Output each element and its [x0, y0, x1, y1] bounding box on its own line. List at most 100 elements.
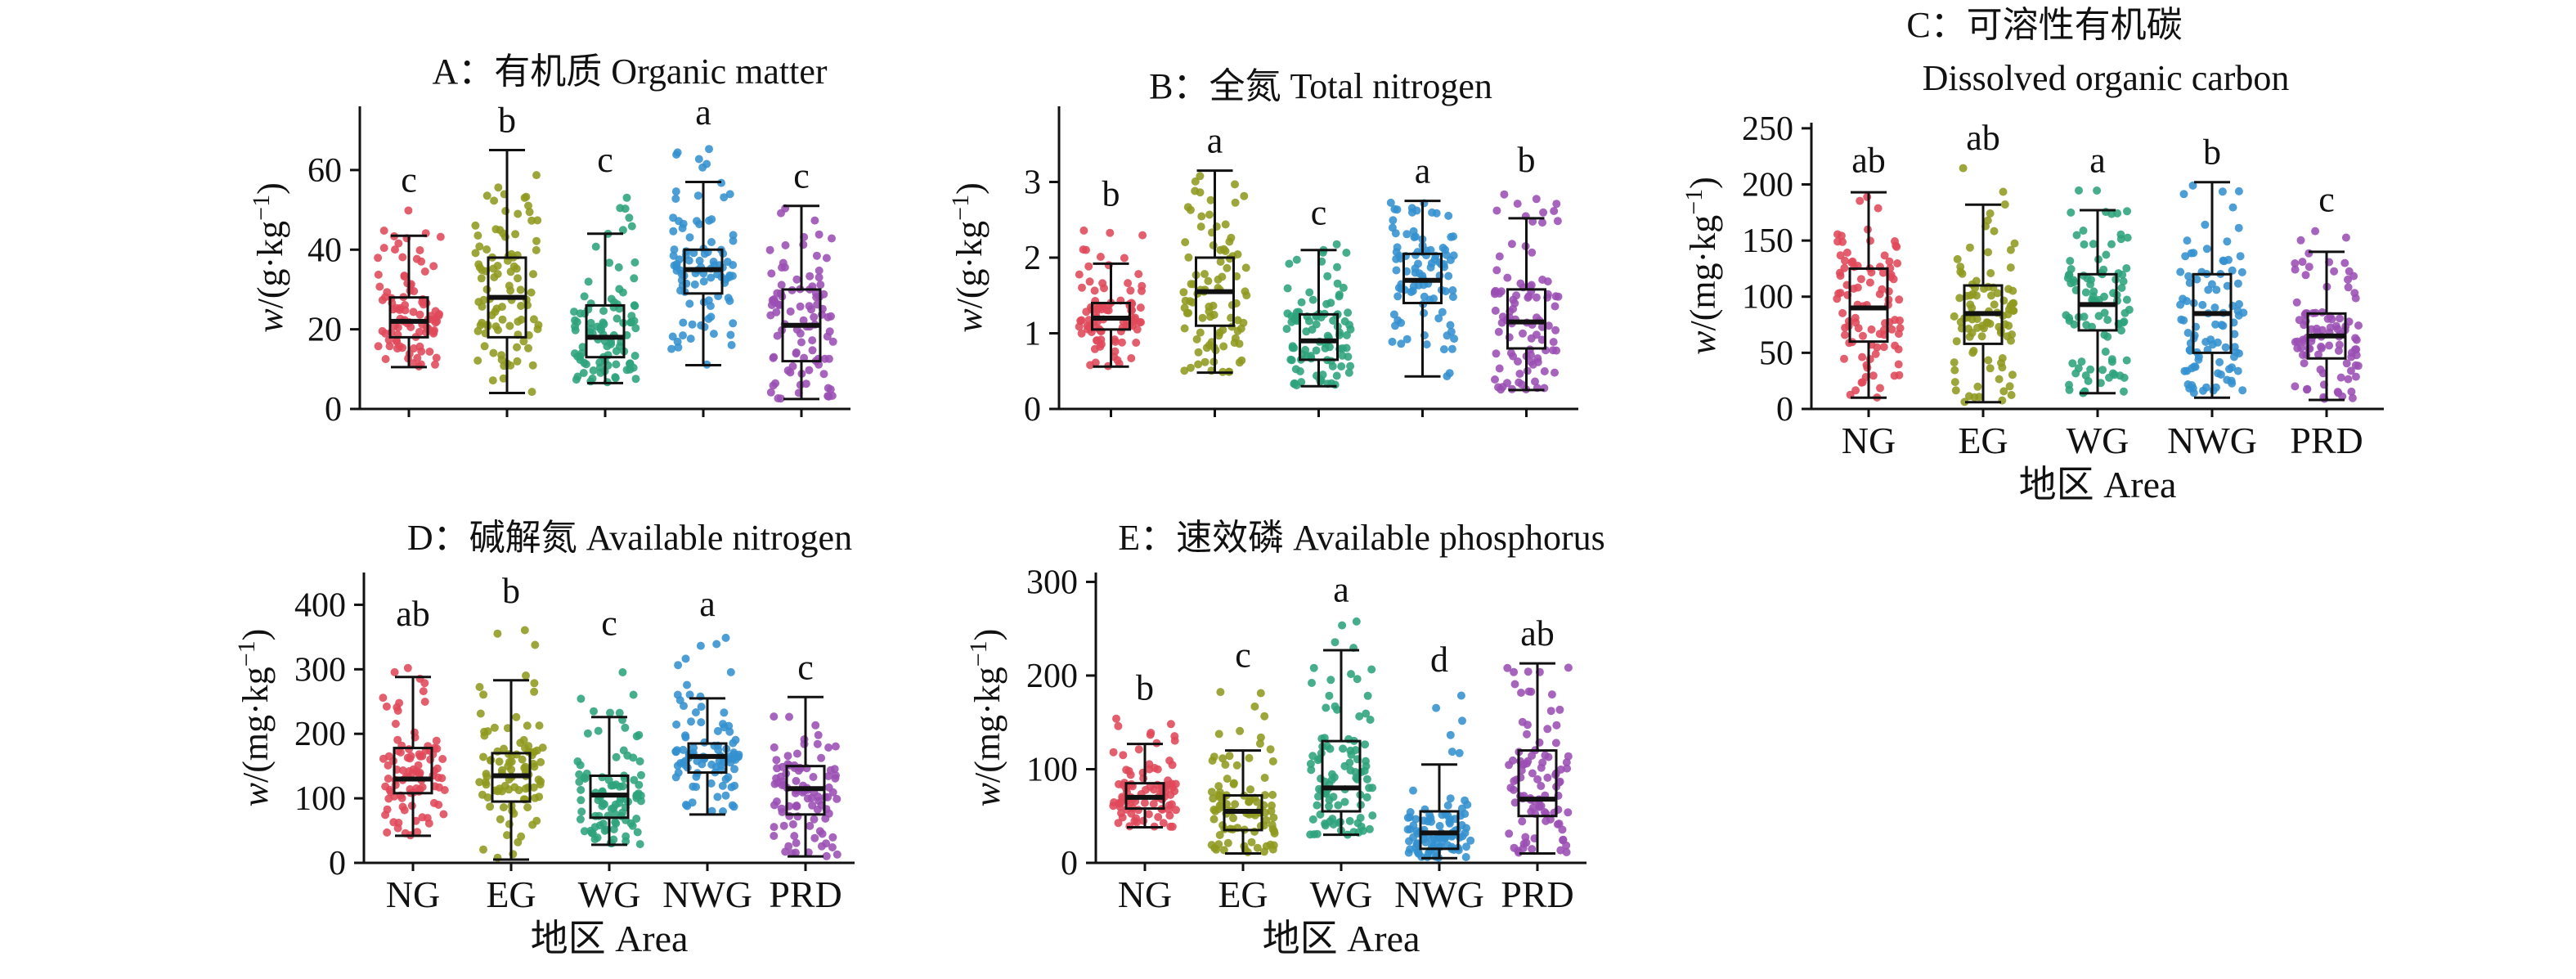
data-point — [615, 708, 624, 717]
data-point — [1342, 249, 1351, 257]
data-point — [391, 245, 399, 254]
data-point — [626, 318, 635, 327]
significance-letter: a — [695, 92, 711, 132]
data-point — [680, 702, 688, 711]
data-point — [1245, 753, 1254, 762]
data-point — [2334, 346, 2343, 355]
data-point — [1168, 822, 1177, 831]
data-point — [1229, 779, 1238, 788]
data-point — [398, 802, 407, 811]
data-point — [1549, 338, 1558, 347]
data-point — [1333, 279, 1342, 288]
data-point — [1414, 281, 1423, 290]
data-points — [374, 206, 445, 370]
box — [1321, 739, 1362, 813]
data-point — [725, 727, 734, 736]
data-point — [1896, 316, 1904, 325]
data-point — [535, 793, 544, 802]
data-point — [393, 824, 402, 833]
data-point — [490, 196, 499, 205]
data-point — [2204, 285, 2213, 294]
data-point — [1420, 308, 1429, 317]
data-point — [1153, 780, 1162, 789]
data-point — [1406, 845, 1415, 854]
data-point — [796, 329, 805, 338]
data-point — [1853, 283, 1862, 292]
data-point — [1492, 349, 1501, 358]
data-point — [810, 815, 819, 824]
data-point — [404, 206, 413, 215]
data-point — [2120, 387, 2128, 396]
data-point — [725, 296, 734, 305]
data-point — [598, 802, 607, 811]
data-point — [524, 742, 533, 751]
data-point — [1555, 705, 1564, 714]
data-point — [612, 360, 621, 369]
data-point — [1352, 617, 1361, 626]
data-point — [1458, 716, 1466, 725]
data-point — [1519, 329, 1527, 338]
data-point — [600, 826, 609, 835]
data-point — [2230, 353, 2238, 362]
data-point — [1392, 248, 1401, 257]
data-point — [1838, 237, 1847, 246]
data-point — [707, 806, 716, 815]
data-point — [1308, 326, 1317, 334]
y-tick-label: 100 — [1742, 279, 1793, 317]
data-point — [588, 374, 597, 383]
data-point — [1892, 242, 1901, 251]
significance-letter: c — [597, 140, 613, 180]
data-point — [2354, 321, 2363, 330]
data-point — [473, 356, 482, 365]
data-point — [1202, 344, 1211, 353]
data-point — [1325, 691, 1334, 700]
data-point — [582, 769, 591, 778]
data-point — [1096, 253, 1105, 261]
data-point — [766, 388, 775, 397]
data-point — [2179, 316, 2188, 325]
data-point — [1340, 797, 1349, 806]
data-point — [1427, 817, 1436, 826]
data-point — [681, 733, 690, 742]
data-point — [2074, 364, 2083, 373]
data-point — [713, 726, 722, 735]
box — [1506, 288, 1546, 350]
data-point — [676, 266, 685, 275]
box — [393, 747, 433, 795]
data-point — [1346, 325, 1355, 334]
data-point — [1885, 257, 1894, 266]
data-point — [1307, 354, 1316, 363]
data-point — [613, 314, 622, 323]
data-point — [1494, 327, 1503, 336]
data-point — [671, 747, 680, 756]
data-point — [726, 330, 735, 339]
series-eg: ab — [1950, 118, 2019, 406]
data-point — [1231, 198, 1240, 207]
data-point — [1984, 282, 1993, 291]
data-point — [393, 344, 402, 353]
data-point — [1309, 830, 1318, 839]
data-point — [1406, 825, 1415, 833]
data-point — [729, 319, 738, 328]
data-point — [588, 829, 597, 838]
data-point — [1495, 252, 1504, 261]
data-point — [419, 687, 428, 696]
data-point — [2079, 227, 2088, 235]
data-point — [517, 315, 526, 324]
data-point — [1218, 821, 1227, 829]
data-point — [1269, 813, 1278, 822]
data-point — [1331, 638, 1340, 647]
data-point — [626, 359, 634, 368]
data-point — [1896, 324, 1905, 333]
data-point — [1118, 338, 1126, 347]
data-point — [1521, 833, 1530, 842]
y-tick-label: 100 — [294, 780, 346, 818]
data-point — [1214, 730, 1223, 739]
data-point — [2304, 249, 2313, 258]
data-point — [523, 803, 532, 812]
data-point — [2065, 385, 2074, 394]
data-point — [2209, 386, 2218, 395]
data-point — [1352, 774, 1361, 783]
series-prd: c — [765, 156, 837, 403]
data-point — [669, 227, 678, 236]
